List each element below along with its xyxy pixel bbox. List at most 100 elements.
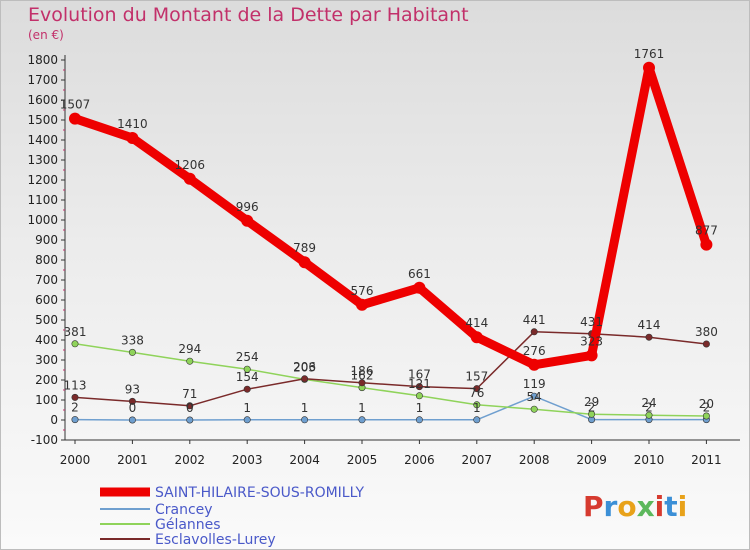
data-label: 71	[182, 387, 197, 401]
data-label: 113	[64, 378, 87, 392]
data-label: 996	[236, 200, 259, 214]
data-point	[702, 412, 710, 420]
data-label: 441	[523, 313, 546, 327]
data-point	[473, 416, 481, 424]
data-label: 154	[236, 370, 259, 384]
data-point	[588, 410, 596, 418]
data-point	[415, 392, 423, 400]
data-point	[415, 383, 423, 391]
data-point	[358, 379, 366, 387]
data-label: 157	[465, 370, 488, 384]
y-tick-label: 800	[35, 253, 58, 267]
data-point	[358, 416, 366, 424]
data-label: 276	[523, 344, 546, 358]
data-point	[356, 298, 368, 311]
x-tick-label: 2008	[519, 453, 550, 467]
x-tick-label: 2007	[462, 453, 493, 467]
data-label: 24	[641, 396, 656, 410]
y-tick-label: 0	[50, 413, 58, 427]
y-tick-label: 900	[35, 233, 58, 247]
data-label: 2	[71, 401, 79, 415]
y-tick-label: 1200	[27, 173, 58, 187]
proxiti-logo: Proxiti	[583, 490, 687, 523]
y-tick-label: 400	[35, 333, 58, 347]
data-point	[473, 385, 481, 393]
series-lines	[69, 61, 713, 424]
data-label: 661	[408, 267, 431, 281]
data-point	[473, 401, 481, 409]
series-line-2	[74, 343, 708, 417]
y-tick-label: 600	[35, 293, 58, 307]
y-tick-label: 1500	[27, 113, 58, 127]
data-point	[243, 365, 251, 373]
y-tick-label: -100	[31, 433, 58, 447]
y-tick-label: 500	[35, 313, 58, 327]
data-label: 20	[699, 397, 714, 411]
logo-text: Proxiti	[583, 490, 687, 523]
data-label: 54	[527, 390, 542, 404]
data-label: 203	[293, 360, 316, 374]
data-point	[69, 112, 81, 125]
data-point	[585, 349, 598, 362]
data-point	[186, 402, 194, 410]
data-point	[241, 214, 254, 227]
data-point	[645, 411, 653, 419]
x-tick-label: 2010	[634, 453, 665, 467]
data-label: 162	[351, 369, 374, 383]
series-line-0	[70, 63, 711, 370]
legend: SAINT-HILAIRE-SOUS-ROMILLYCranceyGélanne…	[100, 485, 365, 548]
y-tick-label: 1400	[27, 133, 58, 147]
data-label: 121	[408, 377, 431, 391]
data-label: 76	[469, 386, 484, 400]
x-tick-label: 2002	[175, 453, 206, 467]
data-label: 2	[703, 401, 711, 415]
data-point	[243, 416, 251, 424]
data-labels: 1507141012069967895766614142763231761877…	[60, 47, 718, 415]
data-point	[128, 416, 136, 424]
data-label: 1	[416, 401, 424, 415]
x-tick-label: 2009	[576, 453, 607, 467]
x-tick-label: 2005	[347, 453, 378, 467]
y-tick-label: 300	[35, 353, 58, 367]
data-point	[128, 397, 136, 405]
data-label: 93	[125, 382, 140, 396]
y-tick-label: 700	[35, 273, 58, 287]
data-point	[128, 348, 136, 356]
data-point	[528, 358, 541, 371]
data-point	[530, 392, 538, 400]
data-label: 186	[351, 364, 374, 378]
y-tick-label: 1100	[27, 193, 58, 207]
data-label: 119	[523, 377, 546, 391]
x-tick-label: 2011	[691, 453, 722, 467]
data-point	[645, 333, 653, 341]
data-label: 1410	[117, 117, 148, 131]
data-label: 789	[293, 241, 316, 255]
data-label: 1507	[60, 98, 91, 112]
data-point	[126, 132, 139, 144]
data-label: 338	[121, 333, 144, 347]
data-point	[298, 256, 311, 269]
y-tick-label: 200	[35, 373, 58, 387]
data-label: 167	[408, 368, 431, 382]
data-point	[301, 416, 309, 424]
data-point	[470, 331, 483, 344]
data-label: 380	[695, 325, 718, 339]
data-label: 414	[638, 318, 661, 332]
data-point	[186, 357, 194, 365]
x-tick-label: 2000	[60, 453, 91, 467]
data-label: 1	[358, 401, 366, 415]
data-point	[413, 281, 426, 294]
legend-label-0: SAINT-HILAIRE-SOUS-ROMILLY	[155, 485, 365, 501]
data-point	[301, 375, 309, 383]
legend-label-2: Gélannes	[155, 517, 221, 533]
data-label: 29	[584, 395, 599, 409]
data-label: 0	[129, 401, 137, 415]
data-point	[71, 393, 79, 401]
chart-title: Evolution du Montant de la Dette par Hab…	[28, 4, 469, 26]
data-label: 1	[301, 401, 309, 415]
data-label: 206	[293, 360, 316, 374]
y-tick-label: 1700	[27, 73, 58, 87]
y-tick-label: 1600	[27, 93, 58, 107]
data-label: 381	[64, 325, 87, 339]
